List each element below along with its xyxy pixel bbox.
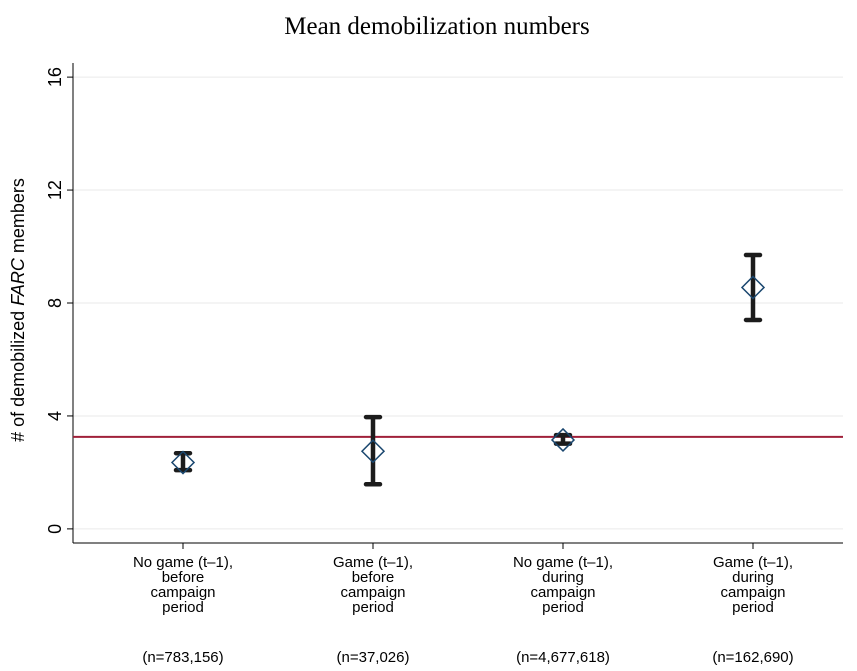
- x-tick-label: No game (t–1),: [133, 554, 233, 571]
- error-bar: [743, 252, 763, 323]
- x-tick-label: period: [162, 599, 204, 616]
- y-axis-label-part: # of demobilized: [8, 306, 28, 442]
- y-tick-label: 0: [45, 524, 65, 534]
- y-tick-label: 8: [45, 298, 65, 308]
- x-tick-label: period: [352, 599, 394, 616]
- y-tick-label: 4: [45, 411, 65, 421]
- y-axis-label: # of demobilized FARC members: [8, 178, 28, 442]
- sample-size-label: (n=37,026): [337, 649, 410, 666]
- x-tick-label: before: [162, 569, 205, 586]
- x-tick-label: No game (t–1),: [513, 554, 613, 571]
- error-bar: [553, 432, 573, 446]
- mean-marker: [740, 275, 766, 300]
- x-tick-label: campaign: [150, 584, 215, 601]
- x-tick-label: Game (t–1),: [333, 554, 413, 571]
- error-bar: [173, 450, 193, 473]
- y-axis-label-part: members: [8, 178, 28, 258]
- x-tick-label: before: [352, 569, 395, 586]
- sample-size-label: (n=783,156): [142, 649, 223, 666]
- y-axis-label-part: FARC: [8, 257, 28, 306]
- x-tick-label: during: [732, 569, 774, 586]
- x-tick-label: Game (t–1),: [713, 554, 793, 571]
- mean-marker: [550, 427, 576, 453]
- x-tick-label: campaign: [530, 584, 595, 601]
- y-tick-label: 12: [45, 180, 65, 200]
- chart-title: Mean demobilization numbers: [284, 13, 589, 40]
- x-tick-label: campaign: [340, 584, 405, 601]
- error-bar: [363, 414, 383, 487]
- sample-size-label: (n=4,677,618): [516, 649, 610, 666]
- mean-marker: [360, 439, 386, 464]
- mean-marker: [170, 450, 196, 475]
- x-tick-label: campaign: [720, 584, 785, 601]
- x-tick-label: period: [732, 599, 774, 616]
- sample-size-label: (n=162,690): [712, 649, 793, 666]
- x-tick-label: during: [542, 569, 584, 586]
- x-tick-label: period: [542, 599, 584, 616]
- y-tick-label: 16: [45, 67, 65, 87]
